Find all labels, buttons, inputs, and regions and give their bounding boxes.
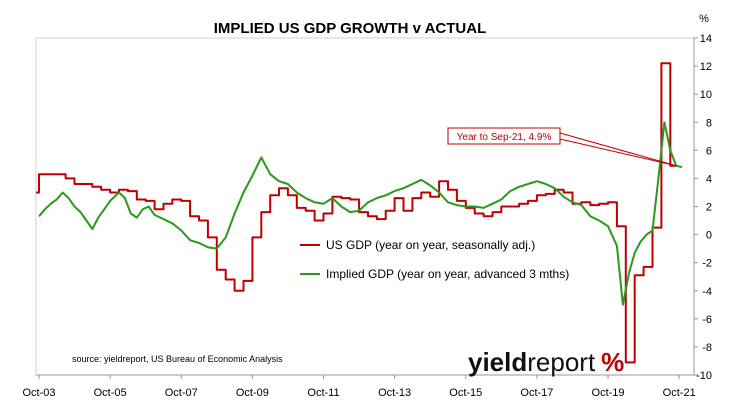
x-axis-ticks: Oct-03 Oct-05 Oct-07 Oct-09 Oct-11 Oct-13 Oct-… [22,375,696,399]
y-tick-label: 8 [706,117,712,129]
y-tick-label: 2 [706,202,712,214]
annotation-box [447,127,561,145]
y-tick-label: -6 [702,314,712,326]
annotation-leader-line [559,132,677,167]
source-note: source: yieldreport, US Bureau of Econom… [72,354,283,364]
annotation-label: Year to Sep-21, 4.9% [457,132,552,143]
annotation-layer: Year to Sep-21, 4.9% [447,127,677,167]
series-layer [36,62,683,364]
legend-label-us-gdp: US GDP (year on year, seasonally adj.) [326,238,535,252]
x-tick-label: Oct-21 [663,387,696,399]
x-tick-label: Oct-11 [307,387,339,399]
y-tick-label: -8 [702,342,712,354]
x-tick-label: Oct-07 [165,387,198,399]
y-axis-unit: % [699,13,709,25]
x-tick-label: Oct-13 [378,387,411,399]
legend: US GDP (year on year, seasonally adj.) I… [300,238,569,281]
y-tick-label: 10 [700,89,712,101]
x-tick-label: Oct-15 [449,387,482,399]
y-tick-label: 12 [700,61,712,73]
y-tick-label: -10 [696,370,712,382]
y-tick-label: 6 [706,145,712,157]
y-axis-ticks: 14 12 10 8 6 4 2 0 -2 -4 -6 -8 -10 [694,33,712,382]
series-line-us-gdp [36,62,677,364]
svg-text:yieldreport%: yieldreport% [468,347,624,377]
brand-logo-part2: report [527,347,596,377]
y-tick-label: 0 [706,230,712,242]
x-tick-label: Oct-19 [592,387,625,399]
x-tick-label: Oct-05 [94,387,127,399]
brand-logo-part3: % [601,347,624,377]
annotation-leader-line [559,138,677,167]
x-tick-label: Oct-17 [520,387,553,399]
y-tick-label: -2 [702,258,712,270]
brand-logo: yieldreport% [468,347,624,377]
y-tick-label: 14 [700,33,712,45]
brand-logo-part1: yield [468,347,527,377]
y-tick-label: -4 [702,286,712,298]
y-tick-label: 4 [706,173,712,185]
legend-label-implied-gdp: Implied GDP (year on year, advanced 3 mt… [326,267,569,281]
chart-title: IMPLIED US GDP GROWTH v ACTUAL [214,20,487,37]
x-tick-label: Oct-09 [236,387,269,399]
x-tick-label: Oct-03 [22,387,55,399]
series-line-implied-gdp [38,121,683,306]
